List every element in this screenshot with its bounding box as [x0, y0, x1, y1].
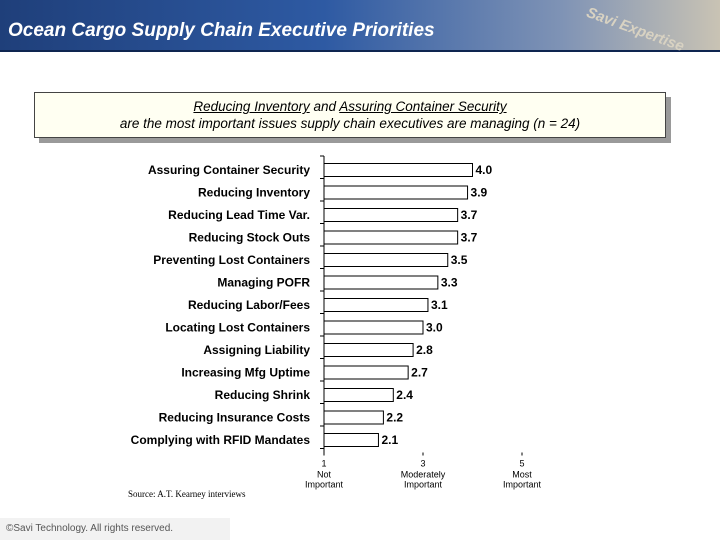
- x-tick-label: Important: [404, 480, 443, 490]
- category-label: Reducing Labor/Fees: [188, 298, 310, 312]
- bar: [323, 343, 414, 357]
- category-label: Assigning Liability: [203, 343, 310, 357]
- bar: [323, 253, 449, 267]
- bar: [323, 388, 394, 402]
- callout-and: and: [309, 99, 340, 114]
- category-label: Complying with RFID Mandates: [131, 433, 311, 447]
- value-label: 2.4: [396, 388, 413, 402]
- category-label: Reducing Stock Outs: [189, 231, 311, 245]
- footer-bar: [0, 518, 230, 540]
- category-label: Reducing Shrink: [215, 388, 311, 402]
- value-label: 2.2: [386, 411, 403, 425]
- x-tick-label: Important: [305, 480, 344, 490]
- x-tick-number: 1: [321, 459, 326, 469]
- headline-callout: Reducing Inventory and Assuring Containe…: [34, 92, 666, 138]
- x-tick-label: Most: [512, 470, 532, 480]
- x-tick-number: 5: [519, 459, 524, 469]
- value-label: 4.0: [476, 163, 493, 177]
- value-label: 3.5: [451, 253, 468, 267]
- x-tick-label: Not: [317, 470, 332, 480]
- bar: [323, 185, 469, 200]
- value-label: 2.8: [416, 343, 433, 357]
- callout-inventory: Reducing Inventory: [193, 99, 310, 114]
- callout-line-2: are the most important issues supply cha…: [119, 116, 581, 131]
- bar: [323, 275, 439, 290]
- value-label: 2.1: [381, 433, 398, 447]
- bar: [323, 320, 424, 335]
- category-label: Managing POFR: [217, 276, 310, 290]
- category-label: Reducing Inventory: [198, 186, 310, 200]
- value-label: 3.7: [461, 231, 478, 245]
- value-label: 2.7: [411, 366, 428, 380]
- x-tick-number: 3: [420, 459, 425, 469]
- copyright-text: ©Savi Technology. All rights reserved.: [6, 523, 174, 534]
- category-label: Reducing Lead Time Var.: [168, 208, 310, 222]
- value-label: 3.9: [471, 186, 488, 200]
- category-label: Assuring Container Security: [148, 163, 310, 177]
- callout-security: Assuring Container Security: [339, 99, 507, 114]
- category-label: Preventing Lost Containers: [153, 253, 310, 267]
- category-label: Locating Lost Containers: [165, 321, 310, 335]
- bar: [323, 163, 473, 177]
- value-label: 3.3: [441, 276, 458, 290]
- bar: [323, 298, 429, 312]
- bar: [323, 365, 409, 380]
- x-tick-label: Moderately: [401, 470, 446, 480]
- category-label: Increasing Mfg Uptime: [181, 366, 310, 380]
- bar: [323, 230, 459, 245]
- value-label: 3.0: [426, 321, 443, 335]
- source-note: Source: A.T. Kearney interviews: [128, 489, 246, 499]
- value-label: 3.7: [461, 208, 478, 222]
- header-divider: [0, 50, 720, 52]
- callout-line-1: Reducing Inventory and Assuring Containe…: [35, 98, 665, 115]
- category-label: Reducing Insurance Costs: [159, 411, 311, 425]
- bar: [323, 410, 384, 425]
- header-bar: [0, 0, 720, 50]
- bar: [323, 433, 379, 447]
- page-title: Ocean Cargo Supply Chain Executive Prior…: [8, 20, 435, 41]
- value-label: 3.1: [431, 298, 448, 312]
- x-tick-label: Important: [503, 480, 542, 490]
- bar: [323, 208, 459, 222]
